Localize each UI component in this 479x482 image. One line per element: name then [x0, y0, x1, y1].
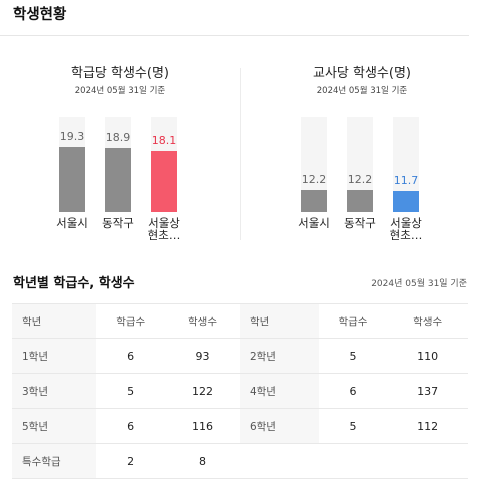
table-row: 3학년 5 122 4학년 6 137 — [12, 373, 468, 409]
classes-cell — [318, 443, 388, 479]
bar-category-label: 동작구 — [344, 216, 376, 230]
grade-cell: 6학년 — [239, 408, 319, 444]
students-cell: 116 — [165, 408, 240, 444]
classes-cell: 5 — [318, 338, 388, 374]
classes-cell: 6 — [96, 408, 166, 444]
bar-category-label: 서울시 — [298, 216, 330, 230]
table-header-row: 학년 학급수 학생수 학년 학급수 학생수 — [12, 303, 468, 339]
bar — [151, 151, 177, 212]
bar — [347, 190, 373, 212]
bar-value-label: 18.9 — [105, 131, 131, 144]
teacher-ratio-date: 2024년 05월 31일 기준 — [316, 86, 408, 96]
grade-table-date: 2024년 05월 31일 기준 — [371, 279, 467, 289]
students-cell: 112 — [387, 408, 468, 444]
header-classes: 학급수 — [318, 303, 388, 339]
grade-cell: 5학년 — [12, 408, 97, 444]
grade-table: 학년 학급수 학생수 학년 학급수 학생수 1학년 6 93 2학년 5 110… — [12, 303, 468, 479]
classes-cell: 5 — [318, 408, 388, 444]
students-cell: 8 — [165, 443, 240, 479]
title-divider — [0, 35, 469, 36]
students-cell: 93 — [165, 338, 240, 374]
bar-value-label: 12.2 — [301, 173, 327, 186]
bar-value-label: 12.2 — [347, 173, 373, 186]
bar — [59, 147, 85, 212]
page-title: 학생현황 — [13, 7, 67, 23]
table-row: 1학년 6 93 2학년 5 110 — [12, 338, 468, 374]
header-classes: 학급수 — [96, 303, 166, 339]
table-row: 5학년 6 116 6학년 5 112 — [12, 408, 468, 444]
grade-cell: 4학년 — [239, 373, 319, 409]
class-ratio-title: 학급당 학생수(명) — [71, 66, 169, 81]
teacher-ratio-chart: 12.2 서울시 12.2 동작구 11.7 서울상 현초… — [272, 117, 452, 252]
bar — [393, 191, 419, 212]
grade-cell: 특수학급 — [12, 443, 97, 479]
students-cell: 110 — [387, 338, 468, 374]
class-ratio-date: 2024년 05월 31일 기준 — [74, 86, 166, 96]
grade-cell: 3학년 — [12, 373, 97, 409]
classes-cell: 5 — [96, 373, 166, 409]
bar — [301, 190, 327, 212]
header-grade: 학년 — [12, 303, 97, 339]
grade-cell: 2학년 — [239, 338, 319, 374]
classes-cell: 6 — [318, 373, 388, 409]
bar-category-label: 동작구 — [102, 216, 134, 230]
classes-cell: 6 — [96, 338, 166, 374]
table-row: 특수학급 2 8 — [12, 443, 468, 479]
students-cell: 137 — [387, 373, 468, 409]
students-cell — [387, 443, 468, 479]
header-students: 학생수 — [165, 303, 240, 339]
bar-category-label: 서울시 — [56, 216, 88, 230]
grade-cell — [239, 443, 319, 479]
header-students: 학생수 — [387, 303, 468, 339]
header-grade: 학년 — [239, 303, 319, 339]
bar-value-label: 11.7 — [393, 174, 419, 187]
class-ratio-chart: 19.3 서울시 18.9 동작구 18.1 서울상 현초… — [30, 117, 210, 252]
bar-value-label: 18.1 — [151, 134, 177, 147]
bar — [105, 148, 131, 212]
classes-cell: 2 — [96, 443, 166, 479]
students-cell: 122 — [165, 373, 240, 409]
teacher-ratio-title: 교사당 학생수(명) — [313, 66, 411, 81]
panel-divider — [240, 68, 241, 240]
grade-table-title: 학년별 학급수, 학생수 — [13, 276, 135, 291]
bar-category-label: 서울상 현초… — [389, 216, 423, 242]
grade-cell: 1학년 — [12, 338, 97, 374]
bar-value-label: 19.3 — [59, 130, 85, 143]
bar-category-label: 서울상 현초… — [147, 216, 181, 242]
